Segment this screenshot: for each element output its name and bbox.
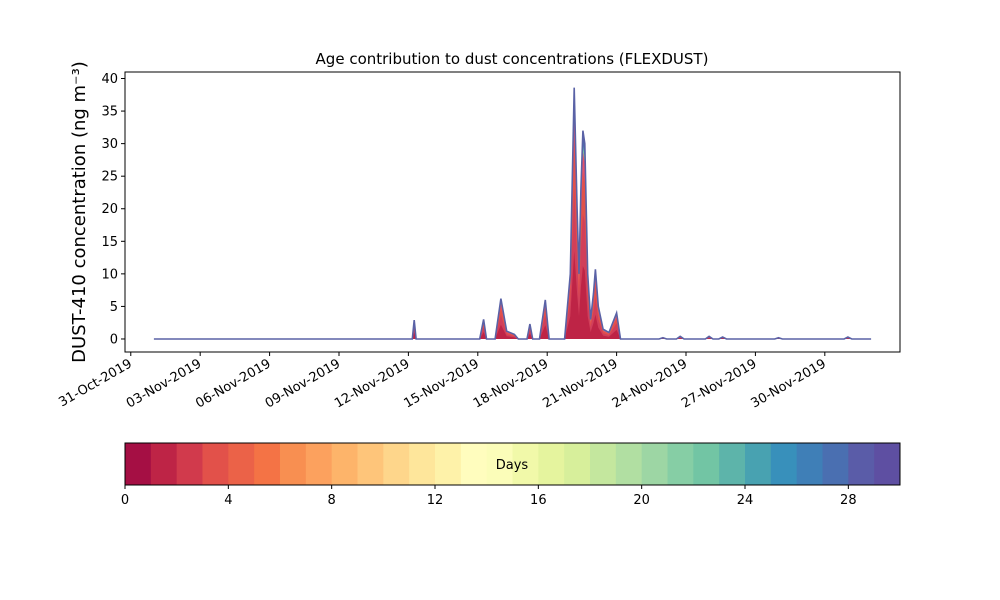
colorbar-segment <box>874 443 901 485</box>
y-axis-label: DUST-410 concentration (ng m⁻³) <box>69 61 90 363</box>
colorbar-segment <box>331 443 358 485</box>
colorbar-segment <box>719 443 746 485</box>
x-tick-label: 06-Nov-2019 <box>193 356 273 411</box>
colorbar-tick-label: 28 <box>840 493 857 508</box>
colorbar-segment <box>357 443 384 485</box>
x-tick-label: 18-Nov-2019 <box>471 356 551 411</box>
colorbar-segment <box>590 443 617 485</box>
colorbar-segment <box>512 443 539 485</box>
x-axis: 31-Oct-201903-Nov-201906-Nov-201909-Nov-… <box>56 352 829 411</box>
age-area-layer <box>153 188 872 339</box>
colorbar-segment <box>280 443 307 485</box>
x-tick-label: 31-Oct-2019 <box>56 356 134 410</box>
x-tick-label: 09-Nov-2019 <box>263 356 343 411</box>
colorbar-segment <box>667 443 694 485</box>
x-tick-label: 12-Nov-2019 <box>332 356 412 411</box>
colorbar-segment <box>125 443 152 485</box>
colorbar-tick-label: 20 <box>633 493 650 508</box>
y-tick-label: 0 <box>110 332 118 347</box>
colorbar-segment <box>435 443 462 485</box>
x-tick-label: 15-Nov-2019 <box>402 356 482 411</box>
y-tick-label: 10 <box>101 267 118 282</box>
plot-area <box>124 71 901 353</box>
colorbar-segment <box>228 443 255 485</box>
colorbar-segment <box>150 443 178 485</box>
colorbar-tick-label: 0 <box>121 493 129 508</box>
x-tick-label: 03-Nov-2019 <box>124 356 204 411</box>
colorbar-tick-label: 12 <box>427 493 444 508</box>
colorbar-tick-label: 4 <box>224 493 232 508</box>
age-area-layer <box>153 112 872 339</box>
colorbar-frame <box>124 442 901 486</box>
x-tick-label: 21-Nov-2019 <box>540 356 620 411</box>
colorbar-segment <box>383 443 410 485</box>
y-tick-label: 30 <box>101 137 118 152</box>
colorbar-tick-label: 24 <box>737 493 754 508</box>
colorbar-segment <box>305 443 333 485</box>
colorbar-tick-label: 8 <box>328 493 336 508</box>
colorbar-label: Days <box>496 458 529 473</box>
colorbar-segment <box>538 443 565 485</box>
x-tick-label: 24-Nov-2019 <box>610 356 690 411</box>
colorbar-segment <box>486 443 513 485</box>
y-tick-label: 15 <box>101 235 118 250</box>
colorbar-segment <box>409 443 436 485</box>
colorbar-segment <box>641 443 668 485</box>
age-area-layer <box>153 105 872 339</box>
chart-title: Age contribution to dust concentrations … <box>316 50 709 68</box>
y-tick-label: 5 <box>110 300 118 315</box>
colorbar-segment <box>822 443 849 485</box>
y-tick-label: 40 <box>101 72 118 87</box>
colorbar-segment <box>693 443 720 485</box>
colorbar-segment <box>796 443 823 485</box>
colorbar: 0 4 8 12 16 20 24 28 Days <box>121 442 901 508</box>
colorbar-segment <box>745 443 772 485</box>
x-tick-label: 30-Nov-2019 <box>749 356 829 411</box>
colorbar-segment <box>564 443 591 485</box>
y-tick-label: 25 <box>101 170 118 185</box>
colorbar-segment <box>202 443 229 485</box>
age-area-layer <box>153 137 872 339</box>
colorbar-segment <box>460 443 488 485</box>
colorbar-segment <box>848 443 875 485</box>
colorbar-segment <box>254 443 281 485</box>
x-tick-label: 27-Nov-2019 <box>679 356 759 411</box>
colorbar-segment <box>615 443 643 485</box>
y-axis: 0 5 10 15 20 25 30 35 40 <box>101 72 125 347</box>
plot-frame <box>124 71 901 353</box>
age-area-layer <box>153 87 872 339</box>
y-tick-label: 20 <box>101 202 118 217</box>
colorbar-tick-label: 16 <box>530 493 547 508</box>
total-concentration-line <box>153 87 872 340</box>
colorbar-segment <box>176 443 203 485</box>
area-layer <box>153 87 872 340</box>
age-area-layer <box>153 95 872 339</box>
colorbar-segment <box>770 443 798 485</box>
y-tick-label: 35 <box>101 105 118 120</box>
age-area-layer <box>153 251 872 339</box>
